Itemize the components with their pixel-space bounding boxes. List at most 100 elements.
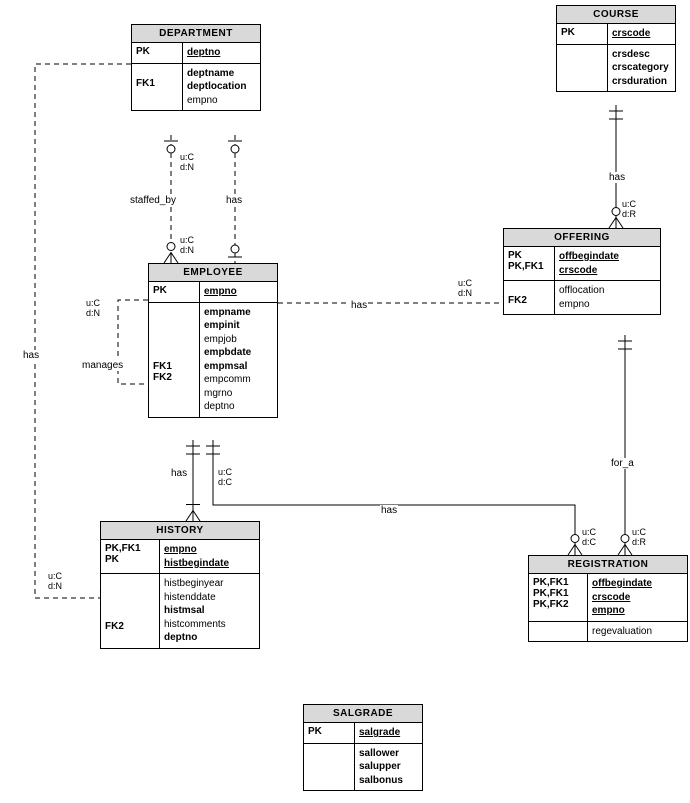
cardinality-label: u:C d:N [48,572,62,592]
attribute: crscode [612,27,671,41]
attribute: empno [592,604,683,618]
attrs-cell: offbegindatecrscode [555,247,660,280]
relationship-label: has [225,195,243,206]
key-cell: FK2 [101,574,160,648]
attrs-cell: sallowersaluppersalbonus [355,744,422,791]
attribute: histcomments [164,618,255,632]
attribute: deptno [204,400,273,414]
cardinality-label: u:C d:R [632,528,646,548]
attribute: histmsal [164,604,255,618]
entity-row: PK PK,FK1offbegindatecrscode [504,247,660,281]
attrs-cell: deptno [183,43,260,63]
entity-department: DEPARTMENTPK deptno FK1deptnamedeptlocati… [131,24,261,111]
key-cell [304,744,355,791]
attribute: empno [164,543,255,557]
entity-title: EMPLOYEE [149,264,277,282]
edge-end [618,535,632,556]
attribute: empname [204,306,273,320]
attrs-cell: regevaluation [588,622,687,642]
key-cell: FK1 FK2 [149,303,200,417]
edge-emp-manages [118,300,148,384]
entity-row: PKsalgrade [304,723,422,744]
attrs-cell: empnameempinitempjobempbdateempmsalempco… [200,303,277,417]
attrs-cell: histbeginyearhistenddatehistmsalhistcomm… [160,574,259,648]
key-cell: PK [557,24,608,44]
entity-offering: OFFERINGPK PK,FK1offbegindatecrscode FK2… [503,228,661,315]
entity-title: SALGRADE [304,705,422,723]
cardinality-label: u:C d:N [180,236,194,256]
attrs-cell: offlocationempno [555,281,660,314]
entity-title: HISTORY [101,522,259,540]
attrs-cell: deptnamedeptlocationempno [183,64,260,111]
attribute: deptno [187,46,256,60]
entity-row: FK1deptnamedeptlocationempno [132,64,260,111]
attribute: crscode [559,264,656,278]
attribute: crsdesc [612,48,671,62]
edge-emp-reg-has [213,440,575,555]
entity-row: PK,FK1 PKempnohistbegindate [101,540,259,574]
key-cell: PK PK,FK1 [504,247,555,280]
relationship-label: has [608,172,626,183]
relationship-label: manages [81,360,124,371]
edges-layer [0,0,690,803]
attribute: empno [204,285,273,299]
attribute: deptlocation [187,80,256,94]
entity-row: regevaluation [529,622,687,642]
edge-end [609,208,623,229]
key-cell: PK,FK1 PK,FK1 PK,FK2 [529,574,588,621]
edge-dept-hist-has [35,64,131,598]
key-cell: PK [132,43,183,63]
attribute: offbegindate [592,577,683,591]
entity-salgrade: SALGRADEPKsalgradesallowersaluppersalbon… [303,704,423,791]
cardinality-label: u:C d:R [622,200,636,220]
entity-title: REGISTRATION [529,556,687,574]
entity-row: PK,FK1 PK,FK1 PK,FK2offbegindatecrscodee… [529,574,687,622]
entity-course: COURSEPK crscode crsdesccrscategorycrsdura… [556,5,676,92]
attrs-cell: empno [200,282,277,302]
attribute: salupper [359,760,418,774]
edge-end [568,535,582,556]
attribute: empno [187,94,256,108]
entity-row: FK1 FK2empnameempinitempjobempbdateempms… [149,303,277,417]
attribute: histbegindate [164,557,255,571]
attribute: crscode [592,591,683,605]
key-cell: PK,FK1 PK [101,540,160,573]
cardinality-label: u:C d:C [582,528,596,548]
entity-title: DEPARTMENT [132,25,260,43]
entity-row: PK crscode [557,24,675,45]
attrs-cell: empnohistbegindate [160,540,259,573]
entity-title: COURSE [557,6,675,24]
edge-end [164,243,178,264]
attribute: sallower [359,747,418,761]
relationship-label: has [22,350,40,361]
relationship-label: staffed_by [129,195,177,206]
relationship-label: for_a [610,458,635,469]
attribute: empmsal [204,360,273,374]
key-cell: FK2 [504,281,555,314]
cardinality-label: u:C d:N [180,153,194,173]
cardinality-label: u:C d:N [458,279,472,299]
attribute: crscategory [612,61,671,75]
attrs-cell: crscode [608,24,675,44]
entity-employee: EMPLOYEEPKempno FK1 FK2empnameempinitemp… [148,263,278,418]
relationship-label: has [170,468,188,479]
entity-row: sallowersaluppersalbonus [304,744,422,791]
attribute: empjob [204,333,273,347]
entity-row: FK2histbeginyearhistenddatehistmsalhistc… [101,574,259,648]
entity-row: PK empno [149,282,277,303]
attribute: empinit [204,319,273,333]
key-cell: PK [149,282,200,302]
attribute: salbonus [359,774,418,788]
edge-end [164,141,178,153]
attrs-cell: crsdesccrscategorycrsduration [608,45,675,92]
attribute: regevaluation [592,625,683,639]
attribute: empno [559,298,656,312]
relationship-label: has [350,300,368,311]
attrs-cell: offbegindatecrscodeempno [588,574,687,621]
entity-history: HISTORYPK,FK1 PKempnohistbegindate FK2hi… [100,521,260,649]
entity-row: PK deptno [132,43,260,64]
attribute: salgrade [359,726,418,740]
entity-row: crsdesccrscategorycrsduration [557,45,675,92]
attrs-cell: salgrade [355,723,422,743]
edge-end [228,141,242,153]
